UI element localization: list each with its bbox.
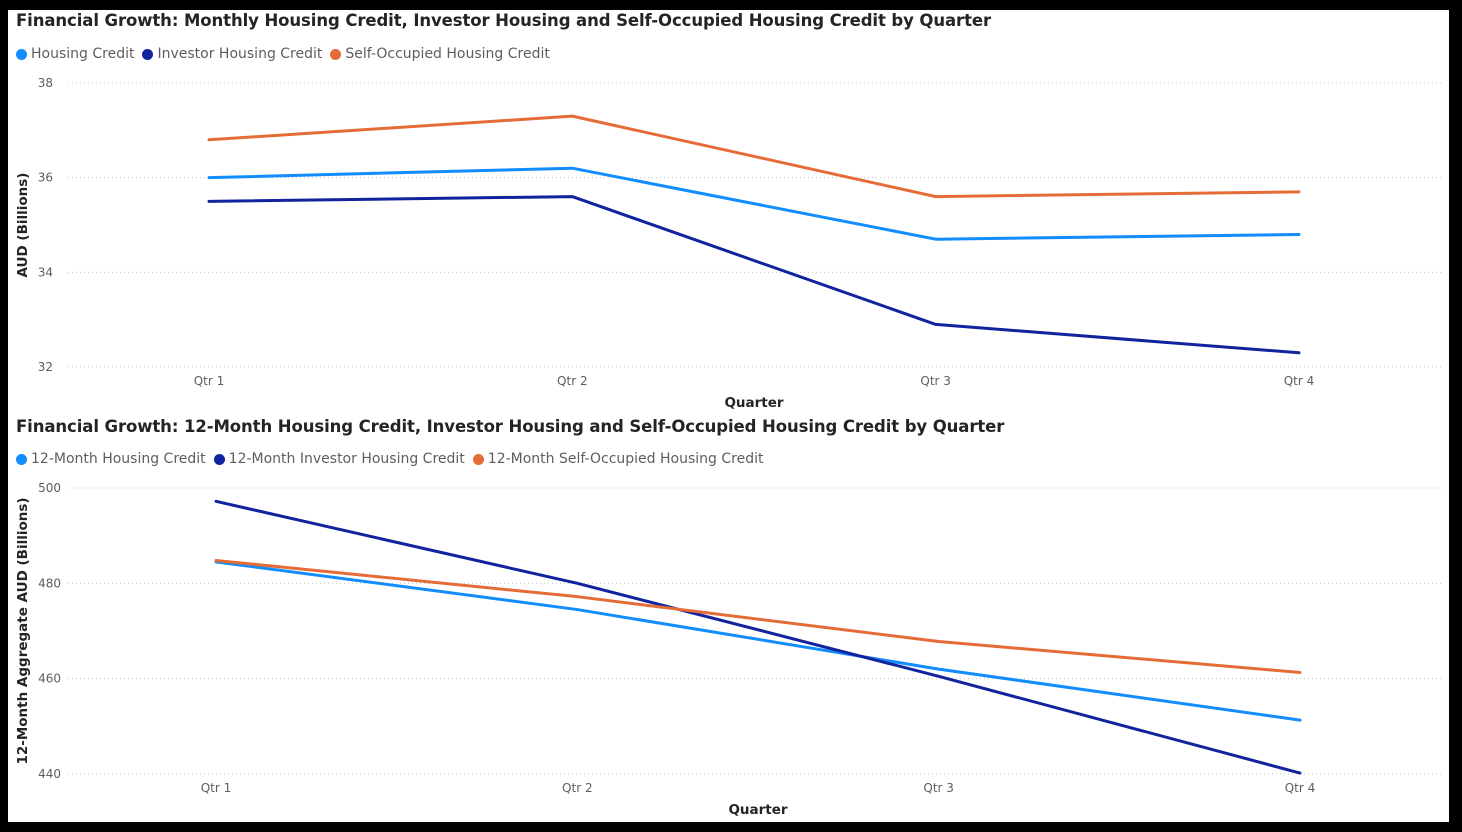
chart-2-legend: 12-Month Housing Credit 12-Month Investo… [16, 451, 771, 467]
data-point[interactable] [203, 172, 215, 184]
legend-label: 12-Month Investor Housing Credit [228, 451, 465, 467]
data-point[interactable] [930, 191, 942, 203]
data-point[interactable] [1294, 767, 1306, 779]
data-point[interactable] [210, 554, 222, 566]
data-point[interactable] [571, 591, 583, 603]
x-tick-label: Qtr 2 [562, 781, 593, 795]
data-point[interactable] [566, 162, 578, 174]
legend-label: Investor Housing Credit [157, 46, 323, 62]
data-point[interactable] [1293, 228, 1305, 240]
legend-dot-icon [16, 453, 27, 465]
legend-dot-icon [16, 48, 27, 60]
legend-dot-icon [472, 453, 484, 465]
legend-label: Housing Credit [31, 46, 135, 62]
x-tick-label: Qtr 4 [1285, 781, 1316, 795]
data-point[interactable] [203, 134, 215, 146]
x-axis-title: Quarter [728, 802, 787, 818]
data-point[interactable] [933, 635, 945, 647]
chart-2-title: Financial Growth: 12-Month Housing Credi… [16, 417, 1005, 436]
legend-item-housing-credit[interactable]: Housing Credit [16, 46, 134, 62]
data-point[interactable] [933, 670, 945, 682]
series-line-1[interactable] [207, 166, 1301, 241]
legend-dot-icon [142, 48, 154, 60]
legend-item-12-month-housing-credit[interactable]: 12-Month Housing Credit [16, 451, 206, 467]
x-tick-label: Qtr 4 [1284, 374, 1315, 388]
data-point[interactable] [1294, 714, 1306, 726]
series-line-3[interactable] [214, 558, 1302, 674]
y-tick-label: 440 [38, 767, 61, 781]
y-tick-label: 460 [38, 672, 61, 686]
y-axis-title: 12-Month Aggregate AUD (Billions) [15, 497, 31, 764]
x-tick-label: Qtr 1 [194, 374, 225, 388]
y-tick-label: 36 [38, 171, 53, 185]
chart-1-legend: Housing Credit Investor Housing Credit S… [16, 46, 558, 62]
chart-2-plot: 440 460 480 500 Qtr 1 Qtr 2 Qtr 3 Qtr 4 Quarter 1… [15, 481, 1444, 818]
x-tick-label: Qtr 2 [557, 374, 588, 388]
legend-dot-icon [213, 453, 225, 465]
data-point[interactable] [930, 233, 942, 245]
data-point[interactable] [566, 191, 578, 203]
data-point[interactable] [571, 604, 583, 616]
legend-label: 12-Month Housing Credit [31, 451, 206, 467]
y-axis-title: AUD (Billions) [15, 173, 31, 278]
y-tick-label: 480 [38, 576, 61, 590]
legend-dot-icon [330, 48, 342, 60]
x-tick-label: Qtr 1 [201, 781, 232, 795]
x-axis-title: Quarter [724, 395, 783, 411]
data-point[interactable] [571, 577, 583, 589]
legend-item-investor-housing-credit[interactable]: Investor Housing Credit [142, 46, 322, 62]
x-tick-label: Qtr 3 [923, 781, 954, 795]
chart-1-plot: 32 34 36 38 Qtr 1 Qtr 2 Qtr 3 Qtr 4 Quarter AUD (… [15, 76, 1444, 411]
series-line-1[interactable] [214, 560, 1302, 722]
series-line-3[interactable] [207, 114, 1301, 199]
y-tick-label: 38 [38, 76, 53, 90]
y-tick-label: 32 [38, 360, 53, 374]
y-tick-label: 34 [38, 265, 53, 279]
chart-1-title: Financial Growth: Monthly Housing Credit… [16, 11, 991, 30]
data-point[interactable] [1294, 666, 1306, 678]
legend-item-self-occupied-housing-credit[interactable]: Self-Occupied Housing Credit [330, 46, 550, 62]
report-canvas: Financial Growth: Monthly Housing Credit… [8, 10, 1449, 822]
data-point[interactable] [930, 318, 942, 330]
data-point[interactable] [566, 110, 578, 122]
series-line-2[interactable] [207, 195, 1301, 355]
data-point[interactable] [210, 495, 222, 507]
data-point[interactable] [1293, 347, 1305, 359]
y-tick-label: 500 [38, 481, 61, 495]
legend-label: Self-Occupied Housing Credit [345, 46, 550, 62]
legend-label: 12-Month Self-Occupied Housing Credit [487, 451, 764, 467]
series-line-2[interactable] [214, 499, 1302, 775]
data-point[interactable] [1293, 186, 1305, 198]
legend-item-12-month-self-occupied-housing-credit[interactable]: 12-Month Self-Occupied Housing Credit [472, 451, 764, 467]
legend-item-12-month-investor-housing-credit[interactable]: 12-Month Investor Housing Credit [213, 451, 465, 467]
data-point[interactable] [203, 195, 215, 207]
x-tick-label: Qtr 3 [920, 374, 951, 388]
